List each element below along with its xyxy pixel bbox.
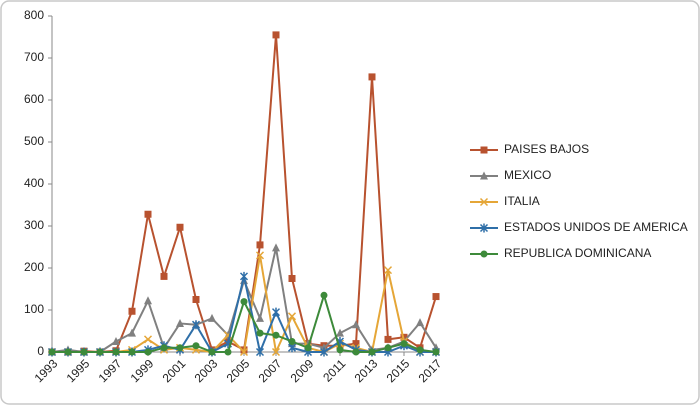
marker: [176, 344, 184, 352]
marker: [160, 272, 168, 280]
marker: [256, 241, 264, 249]
marker: [256, 329, 264, 337]
marker: [272, 331, 280, 339]
marker: [352, 348, 360, 356]
marker: [272, 243, 280, 252]
marker: [192, 296, 200, 303]
legend-label: ITALIA: [504, 194, 540, 208]
marker: [191, 320, 201, 330]
marker: [128, 348, 136, 356]
marker: [320, 291, 328, 299]
marker: [384, 335, 392, 343]
marker: [432, 348, 440, 356]
marker: [192, 342, 200, 350]
marker: [80, 348, 88, 356]
y-tick-label: 800: [24, 8, 44, 22]
legend-marker: [479, 223, 489, 233]
marker: [336, 346, 344, 354]
y-tick-label: 400: [24, 176, 44, 190]
marker: [160, 344, 168, 352]
y-tick-label: 500: [24, 134, 44, 148]
marker: [368, 348, 376, 356]
marker: [400, 340, 408, 348]
marker: [144, 348, 152, 356]
marker: [272, 31, 280, 39]
marker: [288, 275, 296, 282]
marker: [144, 296, 152, 305]
marker: [112, 348, 120, 356]
marker: [287, 312, 297, 321]
marker: [240, 298, 248, 306]
y-tick-label: 0: [37, 344, 44, 358]
y-tick-label: 700: [24, 50, 44, 64]
marker: [304, 344, 312, 352]
marker: [255, 251, 265, 260]
marker: [239, 271, 249, 281]
marker: [48, 348, 56, 356]
marker: [208, 348, 216, 356]
marker: [143, 335, 153, 344]
marker: [239, 347, 249, 357]
legend-label: REPUBLICA DOMINICANA: [504, 246, 651, 260]
marker: [271, 307, 281, 317]
marker: [176, 318, 184, 327]
y-tick-label: 300: [24, 218, 44, 232]
marker: [352, 320, 360, 329]
legend-marker: [480, 171, 488, 180]
marker: [383, 266, 393, 275]
marker: [255, 347, 265, 357]
marker: [224, 348, 232, 356]
marker: [432, 293, 440, 301]
marker: [176, 223, 184, 231]
marker: [271, 347, 281, 357]
legend-marker: [479, 197, 489, 207]
legend-label: ESTADOS UNIDOS DE AMERICA: [504, 220, 688, 234]
y-tick-label: 100: [24, 302, 44, 316]
marker: [96, 348, 104, 356]
marker: [288, 338, 296, 345]
legend-marker: [480, 146, 488, 154]
marker: [384, 344, 392, 352]
marker: [368, 73, 376, 81]
marker: [144, 210, 152, 218]
legend-label: PAISES BAJOS: [504, 142, 589, 156]
y-tick-label: 200: [24, 260, 44, 274]
marker: [336, 328, 344, 337]
legend-marker: [480, 250, 488, 258]
marker: [128, 328, 136, 337]
marker: [208, 313, 216, 322]
marker: [416, 318, 424, 327]
marker: [319, 347, 329, 357]
marker: [112, 337, 120, 345]
marker: [256, 313, 264, 322]
marker: [416, 346, 424, 354]
marker: [352, 340, 360, 348]
marker: [64, 348, 72, 356]
y-tick-label: 600: [24, 92, 44, 106]
marker: [128, 307, 136, 315]
legend-label: MEXICO: [504, 168, 551, 182]
